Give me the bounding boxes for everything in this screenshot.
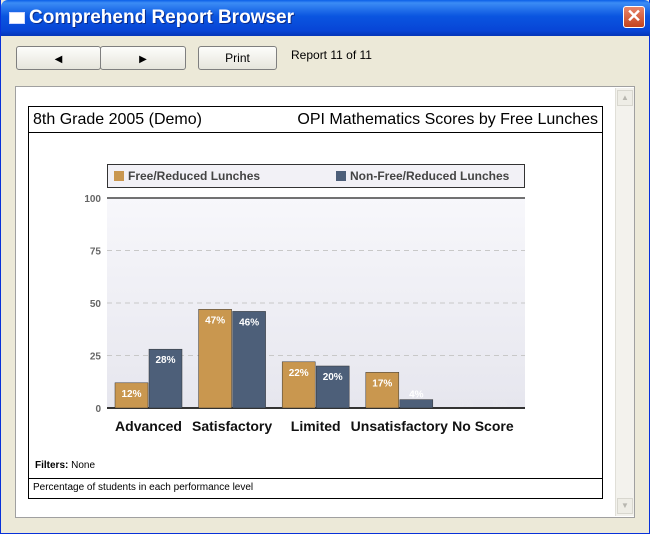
x-category-label: No Score bbox=[452, 418, 514, 434]
report-grade-title: 8th Grade 2005 (Demo) bbox=[33, 111, 202, 128]
y-tick-label: 0 bbox=[95, 404, 101, 415]
scroll-down-icon[interactable]: ▼ bbox=[617, 498, 633, 514]
bar-nonfree-1 bbox=[232, 311, 266, 409]
bar-value-label: 0% bbox=[493, 399, 508, 410]
x-category-label: Unsatisfactory bbox=[351, 418, 448, 434]
bar-value-label: 47% bbox=[205, 315, 225, 326]
chart-legend: Free/Reduced Lunches Non-Free/Reduced Lu… bbox=[107, 164, 525, 188]
y-tick-label: 50 bbox=[90, 299, 102, 310]
legend-swatch-free bbox=[114, 171, 124, 181]
legend-label-free: Free/Reduced Lunches bbox=[128, 169, 261, 183]
close-button[interactable]: ✕ bbox=[623, 6, 645, 28]
legend-swatch-nonfree bbox=[336, 171, 346, 181]
bar-free-2 bbox=[281, 361, 316, 409]
next-report-button[interactable]: ▶ bbox=[100, 46, 186, 70]
y-tick-label: 100 bbox=[84, 194, 101, 205]
report-chart-title: OPI Mathematics Scores by Free Lunches bbox=[297, 111, 598, 128]
bar-value-label: 12% bbox=[121, 389, 141, 400]
bar-value-label: 22% bbox=[289, 368, 309, 379]
bar-nonfree-0 bbox=[148, 348, 183, 409]
filters-line: Filters: None bbox=[35, 460, 95, 471]
y-tick-label: 75 bbox=[90, 247, 102, 258]
legend-label-nonfree: Non-Free/Reduced Lunches bbox=[350, 169, 510, 183]
window-title: Comprehend Report Browser bbox=[29, 7, 294, 28]
bar-value-label: 4% bbox=[409, 390, 424, 401]
vertical-scrollbar[interactable]: ▲ ▼ bbox=[615, 88, 634, 516]
bar-free-3 bbox=[365, 372, 400, 409]
print-button[interactable]: Print bbox=[198, 46, 277, 70]
bar-nonfree-2 bbox=[315, 365, 350, 409]
filters-label: Filters: bbox=[35, 460, 69, 471]
bar-value-label: 28% bbox=[155, 355, 175, 366]
bar-free-1 bbox=[198, 309, 232, 409]
title-bar[interactable]: Comprehend Report Browser ✕ bbox=[1, 0, 650, 36]
x-category-label: Satisfactory bbox=[192, 418, 272, 434]
arrow-left-icon: ◀ bbox=[54, 54, 63, 65]
previous-report-button[interactable]: ◀ bbox=[16, 46, 101, 70]
report-footer: Percentage of students in each performan… bbox=[29, 478, 602, 498]
bar-nonfree-3 bbox=[399, 399, 434, 409]
report-status: Report 11 of 11 bbox=[291, 48, 372, 62]
bar-value-label: 46% bbox=[239, 317, 259, 328]
y-tick-label: 25 bbox=[90, 352, 102, 363]
bar-value-label: 0% bbox=[459, 399, 474, 410]
bar-free-0 bbox=[114, 382, 149, 409]
scroll-up-icon[interactable]: ▲ bbox=[617, 90, 633, 106]
bar-value-label: 20% bbox=[323, 372, 343, 383]
x-category-label: Limited bbox=[291, 418, 341, 434]
x-category-label: Advanced bbox=[115, 418, 182, 434]
report-header: 8th Grade 2005 (Demo) OPI Mathematics Sc… bbox=[29, 107, 602, 133]
filters-value: None bbox=[71, 460, 96, 471]
window-icon bbox=[9, 12, 25, 24]
bar-value-label: 17% bbox=[372, 378, 392, 389]
arrow-right-icon: ▶ bbox=[139, 54, 147, 65]
